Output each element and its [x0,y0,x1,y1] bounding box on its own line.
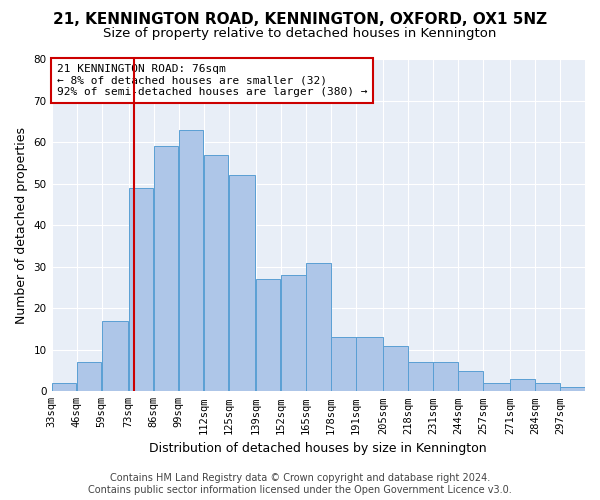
Bar [154,146,178,392]
Bar [52,383,76,392]
Bar [483,383,509,392]
Text: Size of property relative to detached houses in Kennington: Size of property relative to detached ho… [103,28,497,40]
Bar [306,262,331,392]
Bar [281,275,305,392]
Bar [129,188,154,392]
X-axis label: Distribution of detached houses by size in Kennington: Distribution of detached houses by size … [149,442,487,455]
Text: 21 KENNINGTON ROAD: 76sqm
← 8% of detached houses are smaller (32)
92% of semi-d: 21 KENNINGTON ROAD: 76sqm ← 8% of detach… [57,64,367,97]
Bar [433,362,458,392]
Bar [510,379,535,392]
Bar [383,346,407,392]
Bar [77,362,101,392]
Text: 21, KENNINGTON ROAD, KENNINGTON, OXFORD, OX1 5NZ: 21, KENNINGTON ROAD, KENNINGTON, OXFORD,… [53,12,547,28]
Bar [179,130,203,392]
Bar [458,370,482,392]
Bar [331,338,356,392]
Bar [535,383,560,392]
Bar [408,362,433,392]
Bar [229,176,256,392]
Text: Contains HM Land Registry data © Crown copyright and database right 2024.
Contai: Contains HM Land Registry data © Crown c… [88,474,512,495]
Bar [356,338,383,392]
Y-axis label: Number of detached properties: Number of detached properties [15,126,28,324]
Bar [102,320,128,392]
Bar [560,387,585,392]
Bar [204,154,229,392]
Bar [256,279,280,392]
